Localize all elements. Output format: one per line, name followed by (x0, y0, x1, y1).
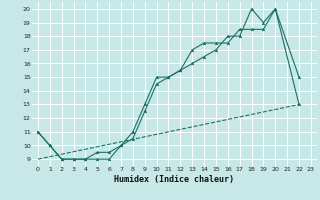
X-axis label: Humidex (Indice chaleur): Humidex (Indice chaleur) (115, 175, 234, 184)
